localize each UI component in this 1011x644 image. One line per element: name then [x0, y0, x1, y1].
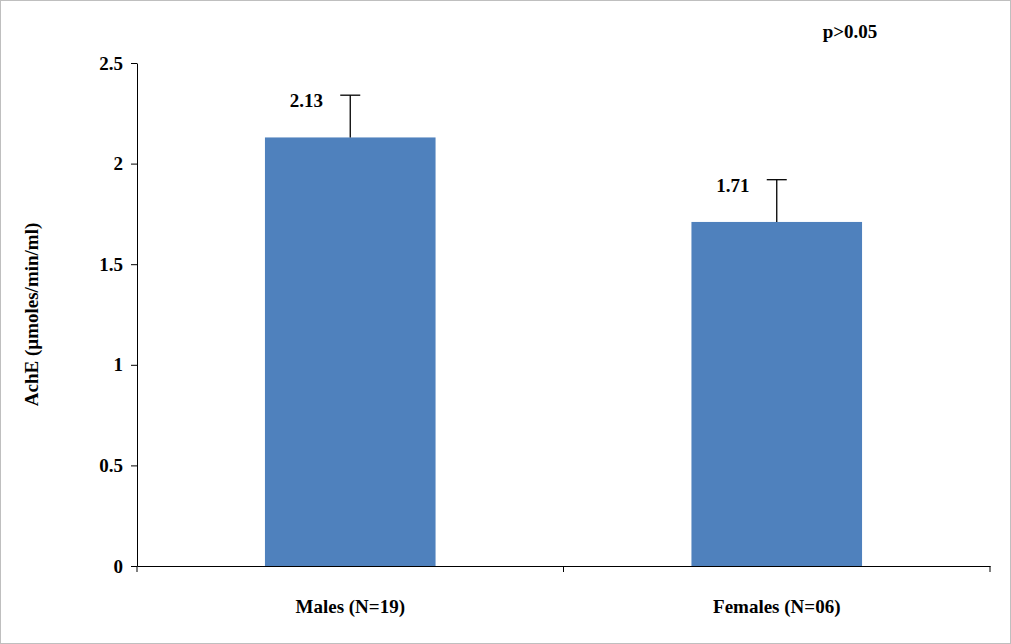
y-tick-label: 2.5 — [99, 53, 123, 74]
y-tick-mark — [131, 264, 137, 265]
y-tick: 1 — [114, 354, 138, 375]
y-tick-mark — [131, 465, 137, 466]
plot: 2.13 1.71 0 0.5 1 1.5 2 2.5 Males (N=19) Females … — [99, 53, 990, 619]
frame — [1, 1, 1011, 644]
y-tick: 1.5 — [99, 254, 137, 275]
y-axis: 0 0.5 1 1.5 2 2.5 — [99, 53, 137, 577]
y-axis-title: AchE (µmoles/min/ml) — [21, 223, 43, 407]
x-tick-label: Females (N=06) — [713, 596, 840, 618]
x-axis: Males (N=19) Females (N=06) — [137, 566, 991, 618]
error-bar — [767, 180, 787, 222]
y-tick: 0 — [114, 556, 138, 577]
y-tick-mark — [131, 566, 137, 567]
marks — [265, 95, 862, 566]
y-tick: 2 — [114, 153, 138, 174]
y-axis-line — [137, 64, 138, 567]
y-tick: 2.5 — [99, 53, 137, 74]
y-tick-label: 2 — [114, 153, 124, 174]
y-tick-mark — [131, 164, 137, 165]
error-bar-stem — [776, 180, 777, 222]
category-boundary — [563, 566, 564, 572]
y-tick-label: 0 — [114, 556, 124, 577]
chart: 2.13 1.71 0 0.5 1 1.5 2 2.5 Males (N=19) Females … — [0, 0, 1011, 644]
x-tick: Males (N=19) — [296, 566, 406, 618]
x-tick-label: Males (N=19) — [296, 596, 406, 618]
x-tick: Females (N=06) — [713, 566, 840, 618]
y-tick-label: 0.5 — [99, 455, 123, 476]
data-label: 2.13 — [290, 90, 323, 111]
category-boundary — [990, 566, 991, 572]
error-bar-cap — [340, 95, 360, 96]
error-bar-stem — [350, 95, 351, 137]
data-label: 1.71 — [716, 175, 749, 196]
error-bar-cap — [767, 179, 787, 180]
y-tick-mark — [131, 63, 137, 64]
annotation: p>0.05 — [823, 21, 878, 42]
y-tick-label: 1 — [114, 354, 124, 375]
y-tick-label: 1.5 — [99, 254, 123, 275]
bar — [691, 222, 862, 566]
y-tick-mark — [131, 365, 137, 366]
error-bar — [340, 95, 360, 137]
category-boundary — [137, 566, 138, 572]
y-tick: 0.5 — [99, 455, 137, 476]
bar — [265, 137, 436, 566]
